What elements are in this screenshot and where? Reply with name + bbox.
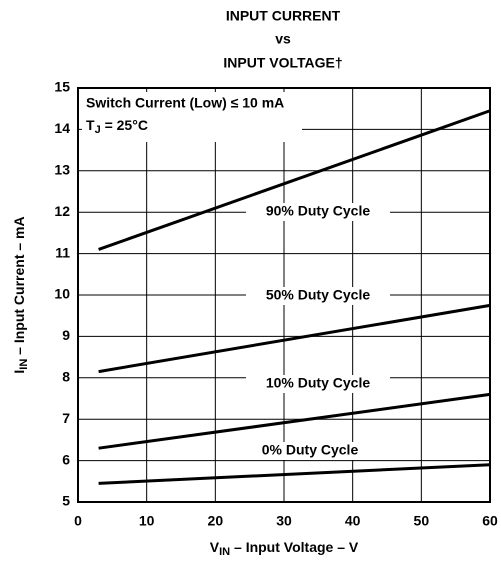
y-tick-label: 11 xyxy=(55,244,70,260)
series-label: 50% Duty Cycle xyxy=(266,287,370,303)
x-tick-label: 10 xyxy=(139,513,155,529)
y-tick-label: 5 xyxy=(62,493,70,509)
y-axis-label: IIN – Input Current – mA xyxy=(11,216,30,373)
label-bg xyxy=(246,375,390,393)
y-tick-label: 13 xyxy=(54,162,70,178)
x-tick-label: 40 xyxy=(345,513,361,529)
y-tick-label: 12 xyxy=(54,203,70,219)
chart-title: vs xyxy=(275,31,291,47)
x-axis-label: V xyxy=(210,539,220,555)
annotation-bg xyxy=(82,92,302,142)
y-tick-label: 9 xyxy=(62,327,70,343)
y-axis-label: I xyxy=(11,370,27,374)
annotation: J xyxy=(95,124,101,136)
series-line xyxy=(98,109,491,251)
series-line xyxy=(98,392,491,450)
series-line xyxy=(98,463,491,485)
x-axis-label: VIN – Input Voltage – V xyxy=(210,539,359,558)
annotation: TJ = 25°C xyxy=(86,117,148,136)
x-tick-label: 20 xyxy=(208,513,224,529)
annotation: = 25°C xyxy=(101,117,148,133)
x-axis-label: – Input Voltage – V xyxy=(230,539,359,555)
y-axis-label: IN xyxy=(18,359,30,370)
y-tick-label: 14 xyxy=(54,120,70,136)
x-tick-label: 60 xyxy=(482,513,498,529)
chart-title: INPUT VOLTAGE† xyxy=(223,55,342,71)
y-tick-label: 10 xyxy=(54,286,70,302)
label-bg xyxy=(238,442,382,460)
series-label: 0% Duty Cycle xyxy=(262,442,359,458)
plot-frame xyxy=(77,87,491,503)
y-axis-label: – Input Current – mA xyxy=(11,216,27,358)
y-tick-label: 7 xyxy=(62,410,70,426)
x-tick-label: 30 xyxy=(276,513,292,529)
y-tick-label: 8 xyxy=(62,369,70,385)
y-tick-label: 6 xyxy=(62,451,70,467)
series-line xyxy=(98,303,491,374)
annotation: Switch Current (Low) ≤ 10 mA xyxy=(86,95,284,111)
x-tick-label: 0 xyxy=(74,513,82,529)
x-axis-label: IN xyxy=(219,546,230,558)
label-bg xyxy=(246,203,390,221)
series-label: 90% Duty Cycle xyxy=(266,203,370,219)
series-label: 10% Duty Cycle xyxy=(266,375,370,391)
y-tick-label: 15 xyxy=(54,79,70,95)
annotation: T xyxy=(86,117,95,133)
x-tick-label: 50 xyxy=(414,513,430,529)
label-bg xyxy=(246,287,390,305)
chart-title: INPUT CURRENT xyxy=(226,8,341,24)
